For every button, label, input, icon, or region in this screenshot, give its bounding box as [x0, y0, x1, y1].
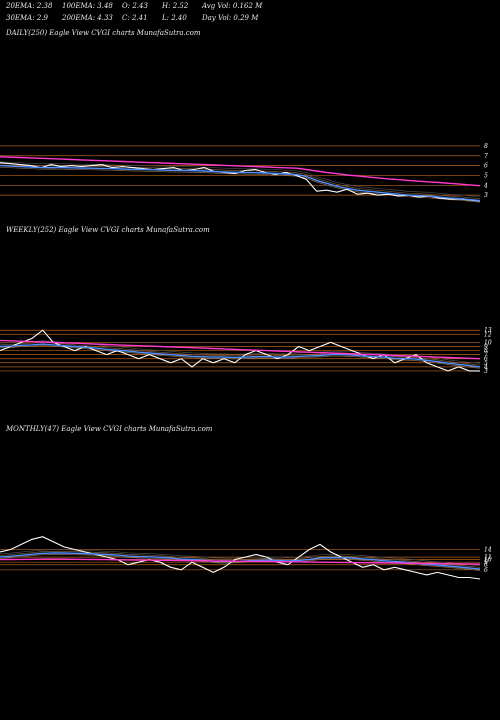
y-tick-label: 8	[484, 562, 488, 569]
monthly-panel-title: MONTHLY(47) Eagle View CVGI charts Munaf…	[6, 425, 213, 433]
y-tick-label: 9	[484, 559, 488, 566]
y-tick-label: 5	[484, 172, 488, 179]
y-tick-label: 8	[484, 348, 488, 355]
avg-vol-label: Avg Vol: 0.162 M	[202, 2, 263, 10]
y-tick-label: 6	[484, 567, 488, 574]
daily-panel-title: DAILY(250) Eagle View CVGI charts Munafa…	[6, 29, 201, 37]
y-tick-label: 3	[484, 192, 488, 199]
ema30-label: 30EMA: 2.9	[6, 14, 48, 22]
series-line-ema200	[0, 558, 481, 565]
y-tick-label: 4	[483, 364, 488, 371]
y-tick-label: 11	[484, 554, 492, 561]
y-tick-label: 7	[484, 352, 488, 359]
series-line-price	[0, 329, 480, 372]
chart-panel-0: 8 7 6 5 4 3	[0, 143, 488, 203]
y-tick-label: 14	[484, 546, 492, 553]
y-tick-label: 10	[484, 339, 492, 346]
ema20-label: 20EMA: 2.38	[6, 2, 53, 10]
low-label: L: 2.40	[162, 14, 187, 22]
y-tick-label: 9	[484, 344, 488, 351]
close-label: C: 2.41	[122, 14, 148, 22]
y-tick-label: 3	[484, 368, 488, 375]
weekly-panel-title: WEEKLY(252) Eagle View CVGI charts Munaf…	[6, 226, 210, 234]
series-line-ema20	[0, 164, 481, 202]
ema-band-line	[0, 342, 481, 366]
open-label: O: 2.43	[122, 2, 148, 10]
series-line-ema20	[0, 343, 481, 368]
series-line-ema200	[0, 339, 481, 360]
y-tick-label: 5	[484, 360, 488, 367]
ema100-label: 100EMA: 3.48	[62, 2, 113, 10]
y-tick-label: 13	[484, 327, 492, 334]
high-label: H: 2.52	[162, 2, 189, 10]
y-tick-label: 6	[484, 163, 488, 170]
series-line-ema200	[0, 156, 481, 187]
y-tick-label: 12	[484, 331, 492, 338]
ema-band-line	[0, 551, 481, 568]
y-tick-label: 6	[484, 356, 488, 363]
ema200-label: 200EMA: 4.33	[62, 14, 113, 22]
day-vol-label: Day Vol: 0.29 M	[202, 14, 259, 22]
y-tick-label: 10	[484, 557, 492, 564]
ema-band-line	[0, 161, 481, 198]
y-tick-label: 7	[484, 153, 488, 160]
y-tick-label: 4	[483, 182, 488, 189]
y-tick-label: 8	[484, 143, 488, 150]
series-line-price	[0, 536, 481, 580]
